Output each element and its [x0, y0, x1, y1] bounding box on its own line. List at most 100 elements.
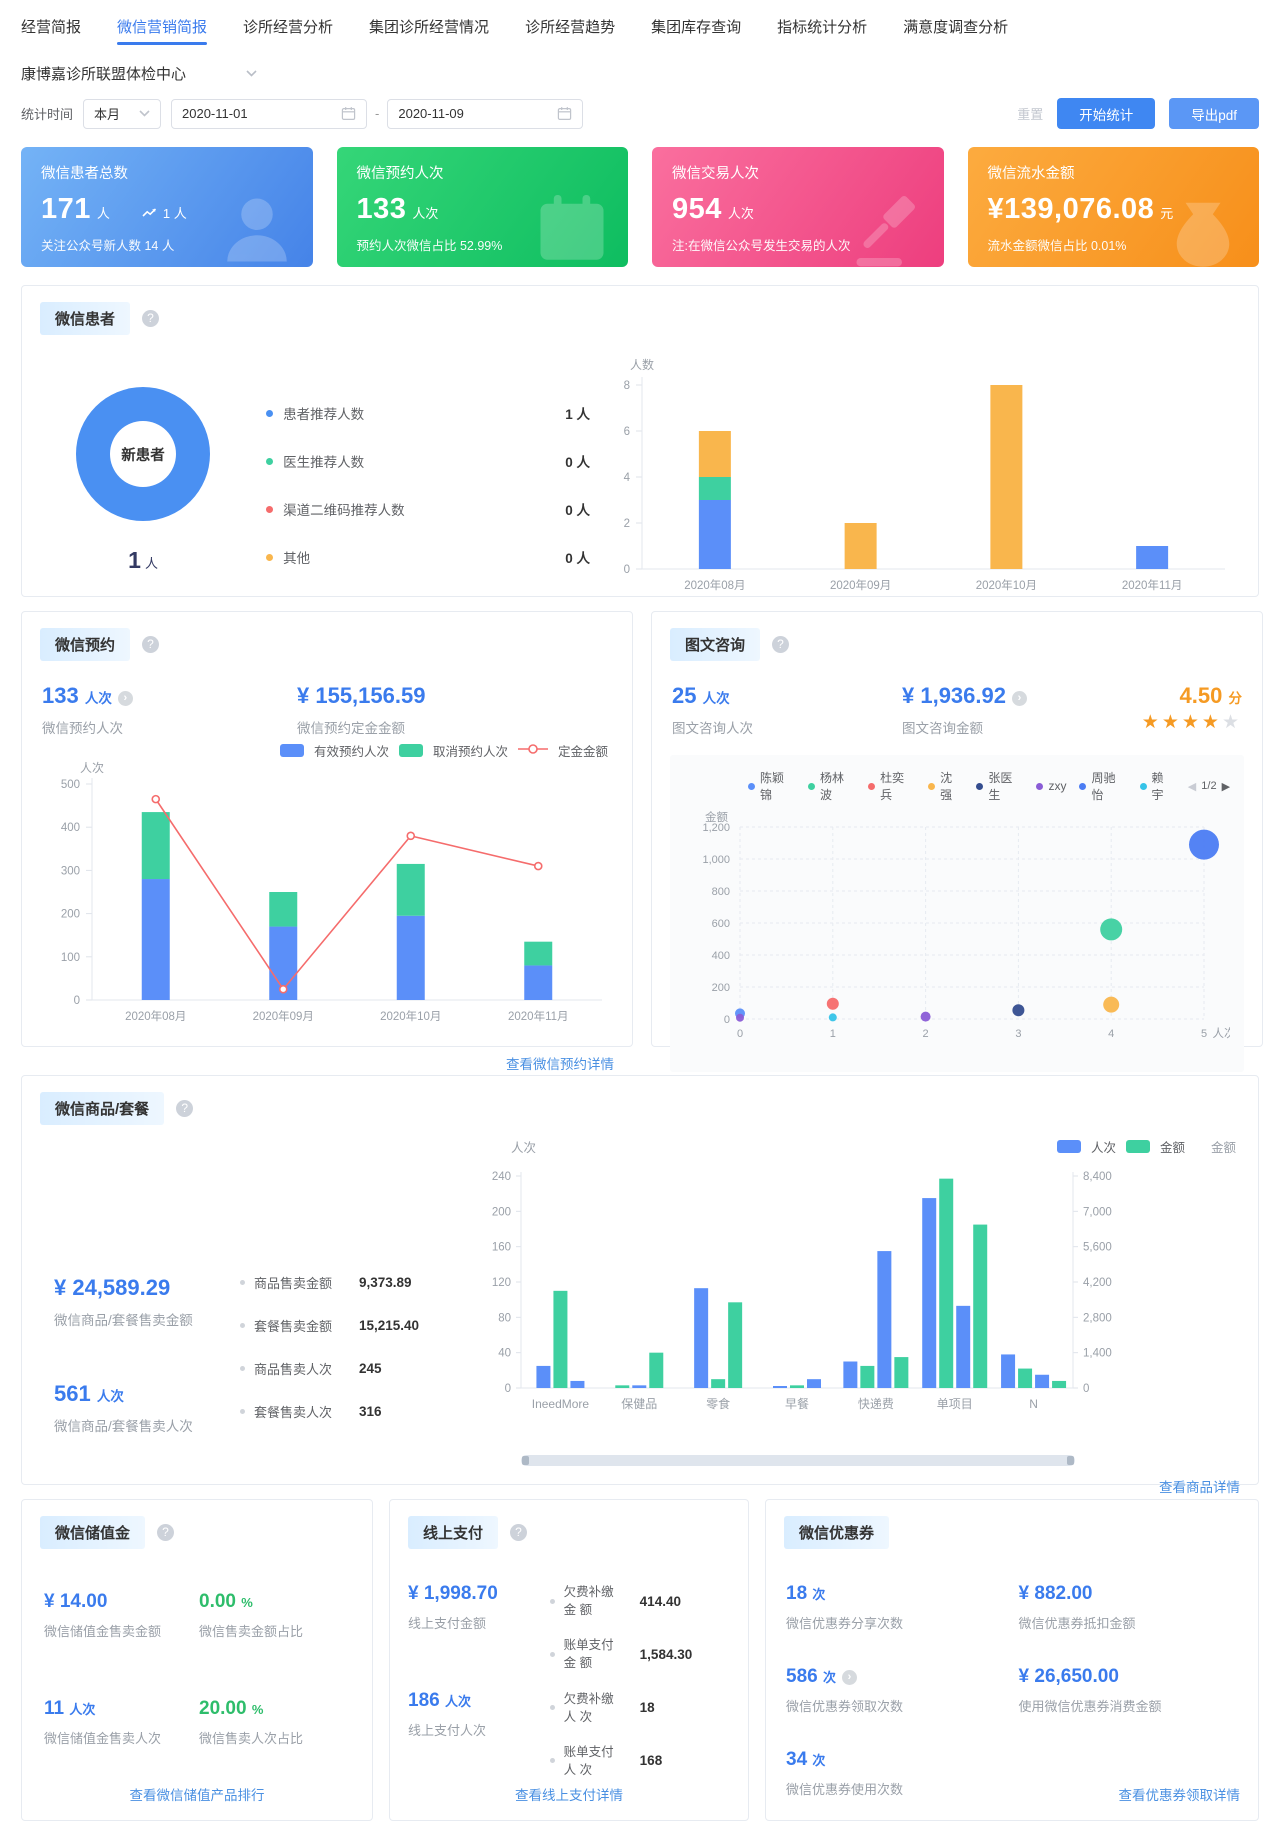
goods-list-label: 套餐售卖人次 [254, 1405, 333, 1420]
legend-label: 陈颖锦 [760, 771, 785, 802]
gavel-icon [846, 188, 930, 267]
svg-text:2020年08月: 2020年08月 [125, 1009, 186, 1023]
start-statistics-button[interactable]: 开始统计 [1057, 98, 1156, 129]
period-select[interactable]: 本月 [83, 98, 162, 129]
stat-card-subtext: 流水金额微信占比 0.01% [987, 239, 1127, 253]
row-label: 欠费补缴人 次 [563, 1691, 614, 1724]
nav-tab-集团诊所经营情况[interactable]: 集团诊所经营情况 [369, 19, 490, 36]
legend-line-marker[interactable] [517, 743, 548, 758]
online-pay-link[interactable]: 查看线上支付详情 [515, 1788, 623, 1803]
stat-label: 微信优惠券分享次数 [786, 1616, 904, 1631]
consult-count-label: 图文咨询人次 [672, 721, 753, 736]
svg-text:8: 8 [624, 380, 630, 392]
svg-text:2020年10月: 2020年10月 [976, 578, 1037, 592]
pager-right-icon[interactable]: ▶ [1221, 780, 1231, 793]
legend-swatch[interactable] [398, 744, 423, 757]
legend-dot [748, 782, 755, 790]
nav-tab-经营简报[interactable]: 经营简报 [21, 19, 82, 36]
date-to-input[interactable]: 2020-11-09 [387, 98, 584, 129]
svg-text:人次: 人次 [1213, 1026, 1231, 1040]
help-icon[interactable]: ? [176, 1100, 194, 1117]
stored-value-stat: 0.00 % 微信售卖金额占比 [199, 1591, 354, 1640]
svg-text:1,200: 1,200 [702, 822, 730, 834]
booking-detail-link[interactable]: 查看微信预约详情 [506, 1057, 614, 1072]
svg-text:500: 500 [61, 779, 80, 791]
svg-text:0: 0 [505, 1383, 511, 1395]
svg-text:5: 5 [1201, 1028, 1207, 1040]
stat-label: 线上支付人次 [408, 1723, 487, 1738]
date-from-input[interactable]: 2020-11-01 [171, 98, 368, 129]
legend-item-沈强[interactable]: 沈强 [928, 769, 963, 803]
more-icon[interactable]: › [1011, 691, 1027, 706]
calendar-icon [558, 107, 572, 121]
coupon-stat: 18 次微信优惠券分享次数 [786, 1583, 1019, 1632]
stat-label: 微信储值金售卖金额 [44, 1624, 162, 1639]
more-icon[interactable]: › [842, 1670, 857, 1685]
legend-item-zxy[interactable]: zxy [1036, 779, 1066, 793]
legend-item-杨林波[interactable]: 杨林波 [808, 769, 855, 803]
help-icon[interactable]: ? [157, 1524, 175, 1541]
legend-item-陈颖锦[interactable]: 陈颖锦 [748, 769, 795, 803]
legend-swatch[interactable] [279, 744, 304, 757]
stat-card-4[interactable]: 微信流水金额 ¥139,076.08 元流水金额微信占比 0.01% [967, 147, 1259, 267]
clinic-selector[interactable]: 康博嘉诊所联盟体检中心 [21, 51, 1259, 88]
svg-text:2: 2 [923, 1028, 929, 1040]
row-label: 账单支付金 额 [563, 1638, 614, 1671]
legend-swatch[interactable] [1056, 1140, 1081, 1153]
svg-text:80: 80 [498, 1312, 511, 1324]
legend-item-赖宇[interactable]: 赖宇 [1139, 769, 1175, 803]
legend-dot [1079, 782, 1087, 790]
nav-tab-诊所经营趋势[interactable]: 诊所经营趋势 [525, 19, 616, 36]
stored-value-link[interactable]: 查看微信储值产品排行 [129, 1788, 265, 1803]
more-icon[interactable]: › [117, 691, 133, 706]
stat-card-2[interactable]: 微信预约人次 133 人次 预约人次微信占比 52.99% [336, 147, 628, 267]
panel-title-stored-value: 微信储值金 [40, 1516, 146, 1549]
help-icon[interactable]: ? [142, 636, 160, 653]
nav-tab-满意度调查分析[interactable]: 满意度调查分析 [903, 19, 1009, 36]
legend-item: 其他 0 人 [266, 547, 590, 567]
legend-swatch[interactable] [1125, 1140, 1150, 1153]
consult-chart-area: 陈颖锦 杨林波 杜奕兵 沈强 张医生 zxy 周驰怡 赖宇 ◀ 1/2 ▶ 金额 0 200 400 600… [670, 755, 1244, 1072]
legend-label: 患者推荐人数 [283, 407, 365, 422]
legend-dot [1036, 782, 1044, 790]
help-icon[interactable]: ? [142, 310, 160, 327]
svg-text:200: 200 [712, 982, 730, 994]
stat-card-value-row: 954 人次 [672, 193, 924, 226]
row-value: 168 [639, 1753, 663, 1769]
stat-card-unit: 人 [96, 206, 110, 221]
svg-text:2020年11月: 2020年11月 [508, 1009, 569, 1023]
legend-dot [266, 409, 274, 417]
help-icon[interactable]: ? [510, 1524, 528, 1541]
row-value: 1,584.30 [639, 1646, 693, 1662]
legend-item-张医生[interactable]: 张医生 [976, 769, 1023, 803]
nav-tab-诊所经营分析[interactable]: 诊所经营分析 [243, 19, 334, 36]
trend-up-indicator: 1 人 [142, 203, 187, 222]
goods-list-label: 商品售卖金额 [254, 1276, 333, 1291]
nav-tab-集团库存查询[interactable]: 集团库存查询 [651, 19, 742, 36]
calendar-icon [341, 107, 356, 121]
legend-item-周驰怡[interactable]: 周驰怡 [1079, 769, 1126, 803]
pager-left-icon[interactable]: ◀ [1187, 780, 1197, 793]
export-pdf-button[interactable]: 导出pdf [1169, 98, 1259, 129]
goods-chart-scrollbar[interactable] [521, 1455, 1075, 1466]
donut-center-label: 新患者 [121, 447, 165, 464]
legend-value: 0 人 [565, 503, 590, 518]
legend-value: 0 人 [565, 551, 590, 566]
coupon-stat: ¥ 26,650.00 使用微信优惠券消费金额 [1019, 1666, 1240, 1715]
reset-button[interactable]: 重置 [1017, 107, 1044, 122]
goods-chart-legend: 人次 金额 [1056, 1137, 1185, 1156]
help-icon[interactable]: ? [772, 636, 790, 653]
online-pay-breakdown: 欠费补缴金 额 414.40 账单支付金 额 1,584.30 欠费补缴人 次 18 账单支… [549, 1583, 693, 1797]
nav-tab-微信营销简报[interactable]: 微信营销简报 [117, 16, 208, 45]
star-icon: ★ [1161, 712, 1182, 733]
stat-card-1[interactable]: 微信患者总数 171 人 1 人关注公众号新人数 14 人 [21, 147, 313, 267]
goods-detail-link[interactable]: 查看商品详情 [1159, 1480, 1240, 1495]
coupon-link[interactable]: 查看优惠券领取详情 [1118, 1788, 1241, 1803]
nav-tab-指标统计分析[interactable]: 指标统计分析 [777, 19, 868, 36]
top-nav: 经营简报 微信营销简报 诊所经营分析 集团诊所经营情况 诊所经营趋势 集团库存查询 指标统计… [21, 0, 1259, 51]
bullet-icon [240, 1280, 245, 1285]
online-pay-row: 账单支付金 额 1,584.30 [549, 1636, 693, 1672]
stat-card-3[interactable]: 微信交易人次 954 人次 注:在微信公众号发生交易的人次 [652, 147, 944, 267]
star-icon: ★ [1201, 712, 1222, 733]
legend-item-杜奕兵[interactable]: 杜奕兵 [868, 769, 915, 803]
